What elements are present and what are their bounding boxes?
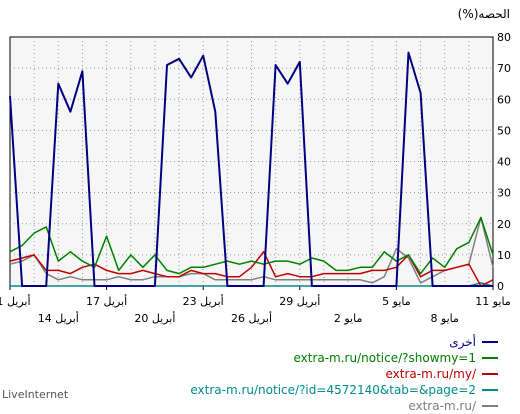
legend: أخرى extra-m.ru/notice/?showmy=1 extra-m.r… xyxy=(118,334,498,414)
y-tick-label: 30 xyxy=(497,187,511,200)
legend-item: extra-m.ru/notice/?showmy=1 xyxy=(118,350,498,366)
legend-item: extra-m.ru/ xyxy=(118,398,498,414)
y-axis-label: (%)الحصه xyxy=(458,7,510,21)
series-lines xyxy=(9,51,494,287)
y-tick-label: 60 xyxy=(497,93,511,106)
series-line xyxy=(9,51,493,287)
legend-label: extra-m.ru/ xyxy=(408,399,476,413)
series-line xyxy=(9,216,494,275)
x-tick-label: 29 أبريل xyxy=(279,294,320,308)
legend-label: extra-m.ru/notice/?id=4572140&tab=&page=… xyxy=(190,383,476,397)
x-tick-labels: 11 مايو 5 مايو 29 أبريل 23 أبريل 17 أبريل 11 … xyxy=(0,286,511,325)
y-tick-label: 80 xyxy=(497,31,511,44)
x-tick-label: 11 أبريل xyxy=(0,294,31,308)
legend-item: أخرى xyxy=(118,334,498,350)
legend-swatch xyxy=(482,389,498,391)
legend-label: extra-m.ru/my/ xyxy=(385,367,476,381)
x-tick-label: 17 أبريل xyxy=(86,294,127,308)
x-tick-label: 26 أبريل xyxy=(231,311,272,325)
x-tick-label: 5 مايو xyxy=(382,295,411,308)
brand-label: LiveInternet xyxy=(2,388,69,401)
x-tick-label: 11 مايو xyxy=(475,295,511,308)
x-tick-label: 20 أبريل xyxy=(134,311,175,325)
y-tick-label: 10 xyxy=(497,249,511,262)
legend-label: extra-m.ru/notice/?showmy=1 xyxy=(293,351,476,365)
y-tick-label: 0 xyxy=(497,280,504,293)
y-tick-label: 50 xyxy=(497,124,511,137)
y-tick-label: 70 xyxy=(497,62,511,75)
legend-swatch xyxy=(482,357,498,359)
y-tick-label: 20 xyxy=(497,218,511,231)
x-tick-label: 23 أبريل xyxy=(183,294,224,308)
legend-item: extra-m.ru/notice/?id=4572140&tab=&page=… xyxy=(118,382,498,398)
y-tick-label: 40 xyxy=(497,156,511,169)
legend-swatch xyxy=(482,405,498,407)
legend-item: extra-m.ru/my/ xyxy=(118,366,498,382)
legend-label: أخرى xyxy=(449,335,476,349)
legend-swatch xyxy=(482,373,498,375)
line-chart: (%)الحصه 0 10 20 30 40 50 60 70 80 11 مايو 5 مايو… xyxy=(0,7,511,325)
series-line xyxy=(9,216,494,284)
legend-swatch xyxy=(482,341,498,343)
x-tick-label: 2 مايو xyxy=(334,312,363,325)
x-tick-label: 8 مايو xyxy=(430,312,459,325)
x-tick-label: 14 أبريل xyxy=(38,311,79,325)
y-tick-labels: 0 10 20 30 40 50 60 70 80 xyxy=(497,31,511,293)
